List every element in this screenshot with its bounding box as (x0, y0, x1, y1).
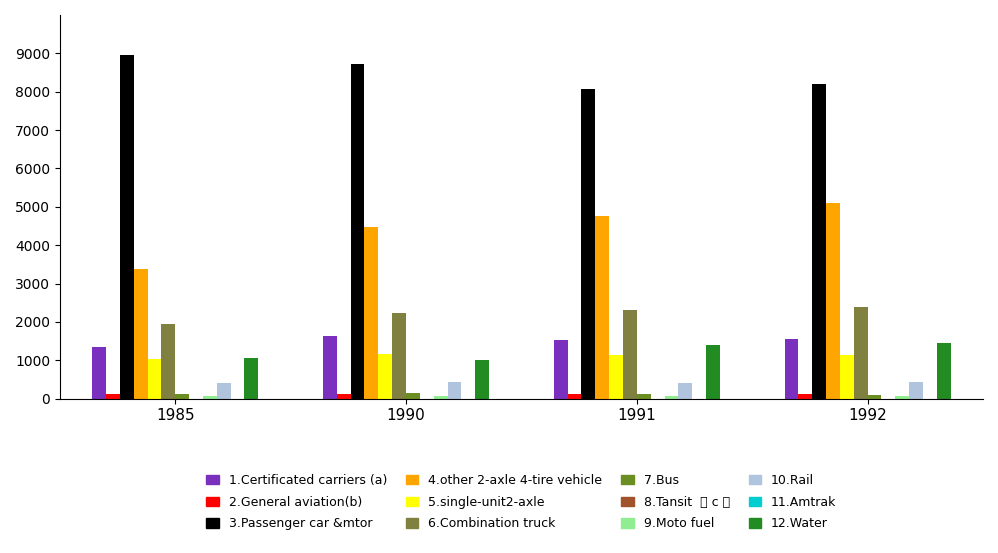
Bar (148, 359, 162, 399)
Bar (623, 310, 637, 399)
Bar (176, 394, 189, 399)
Bar (609, 355, 623, 399)
Bar (120, 55, 134, 399)
Bar (475, 360, 489, 399)
Bar (637, 394, 651, 399)
Bar (826, 204, 840, 399)
Bar (840, 355, 853, 399)
Bar (909, 383, 923, 399)
Bar (203, 397, 217, 399)
Bar (106, 394, 120, 399)
Legend: 1.Certificated carriers (a), 2.General aviation(b), 3.Passenger car &mtor, 4.oth: 1.Certificated carriers (a), 2.General a… (207, 474, 836, 530)
Bar (92, 347, 106, 399)
Bar (706, 345, 720, 399)
Bar (364, 227, 378, 399)
Bar (217, 383, 231, 399)
Bar (812, 85, 826, 399)
Bar (582, 90, 595, 399)
Bar (798, 394, 812, 399)
Bar (554, 340, 568, 399)
Bar (392, 312, 406, 399)
Bar (679, 383, 693, 399)
Bar (378, 354, 392, 399)
Bar (447, 383, 461, 399)
Bar (595, 216, 609, 399)
Bar (336, 394, 350, 399)
Bar (665, 395, 679, 399)
Bar (784, 339, 798, 399)
Bar (245, 358, 258, 399)
Bar (937, 343, 951, 399)
Bar (895, 397, 909, 399)
Bar (853, 307, 867, 399)
Bar (134, 269, 148, 399)
Bar (434, 395, 447, 399)
Bar (406, 393, 420, 399)
Bar (162, 324, 176, 399)
Bar (867, 395, 881, 399)
Bar (323, 336, 336, 399)
Bar (350, 64, 364, 399)
Bar (568, 394, 582, 399)
